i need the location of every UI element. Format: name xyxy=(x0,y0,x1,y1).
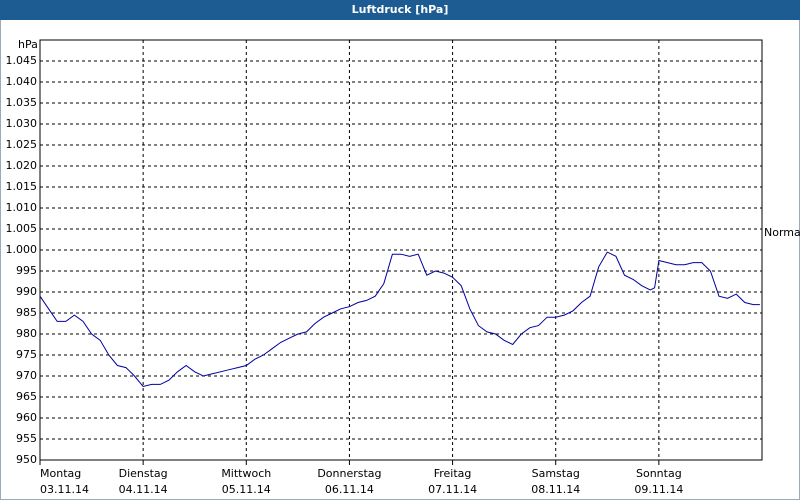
y-tick-label: 1.005 xyxy=(6,222,38,235)
line-series xyxy=(39,251,760,388)
x-tick-date: 07.11.14 xyxy=(428,483,477,496)
y-tick-label: 980 xyxy=(16,327,37,340)
x-tick-date: 05.11.14 xyxy=(222,483,271,496)
x-tick-date: 06.11.14 xyxy=(325,483,374,496)
y-axis-label: hPa xyxy=(18,38,38,51)
y-tick-label: 1.045 xyxy=(6,54,38,67)
y-tick-label: 950 xyxy=(16,453,37,466)
y-tick-label: 970 xyxy=(16,369,37,382)
x-tick-date: 09.11.14 xyxy=(634,483,683,496)
y-tick-label: 955 xyxy=(16,432,37,445)
annotation: Normal xyxy=(764,226,800,239)
y-tick-label: 965 xyxy=(16,390,37,403)
y-tick-label: 960 xyxy=(16,411,37,424)
x-tick-label: Mittwoch xyxy=(221,467,271,480)
y-tick-label: 995 xyxy=(16,264,37,277)
x-tick-label: Montag xyxy=(40,467,81,480)
chart-title: Luftdruck [hPa] xyxy=(352,3,449,16)
x-tick-label: Donnerstag xyxy=(317,467,381,480)
y-tick-label: 1.035 xyxy=(6,96,38,109)
y-tick-label: 1.025 xyxy=(6,138,38,151)
y-tick-label: 1.000 xyxy=(6,243,38,256)
y-tick-label: 985 xyxy=(16,306,37,319)
x-tick-label: Dienstag xyxy=(119,467,168,480)
x-tick-label: Sonntag xyxy=(636,467,682,480)
y-tick-label: 1.020 xyxy=(6,159,38,172)
y-tick-label: 1.030 xyxy=(6,117,38,130)
y-tick-label: 1.015 xyxy=(6,180,38,193)
y-tick-label: 975 xyxy=(16,348,37,361)
y-tick-label: 1.010 xyxy=(6,201,38,214)
x-tick-label: Freitag xyxy=(434,467,472,480)
x-tick-date: 08.11.14 xyxy=(531,483,580,496)
title-bar xyxy=(0,0,800,20)
x-tick-date: 03.11.14 xyxy=(40,483,89,496)
y-tick-label: 990 xyxy=(16,285,37,298)
x-tick-date: 04.11.14 xyxy=(119,483,168,496)
x-tick-label: Samstag xyxy=(532,467,580,480)
y-tick-label: 1.040 xyxy=(6,75,38,88)
